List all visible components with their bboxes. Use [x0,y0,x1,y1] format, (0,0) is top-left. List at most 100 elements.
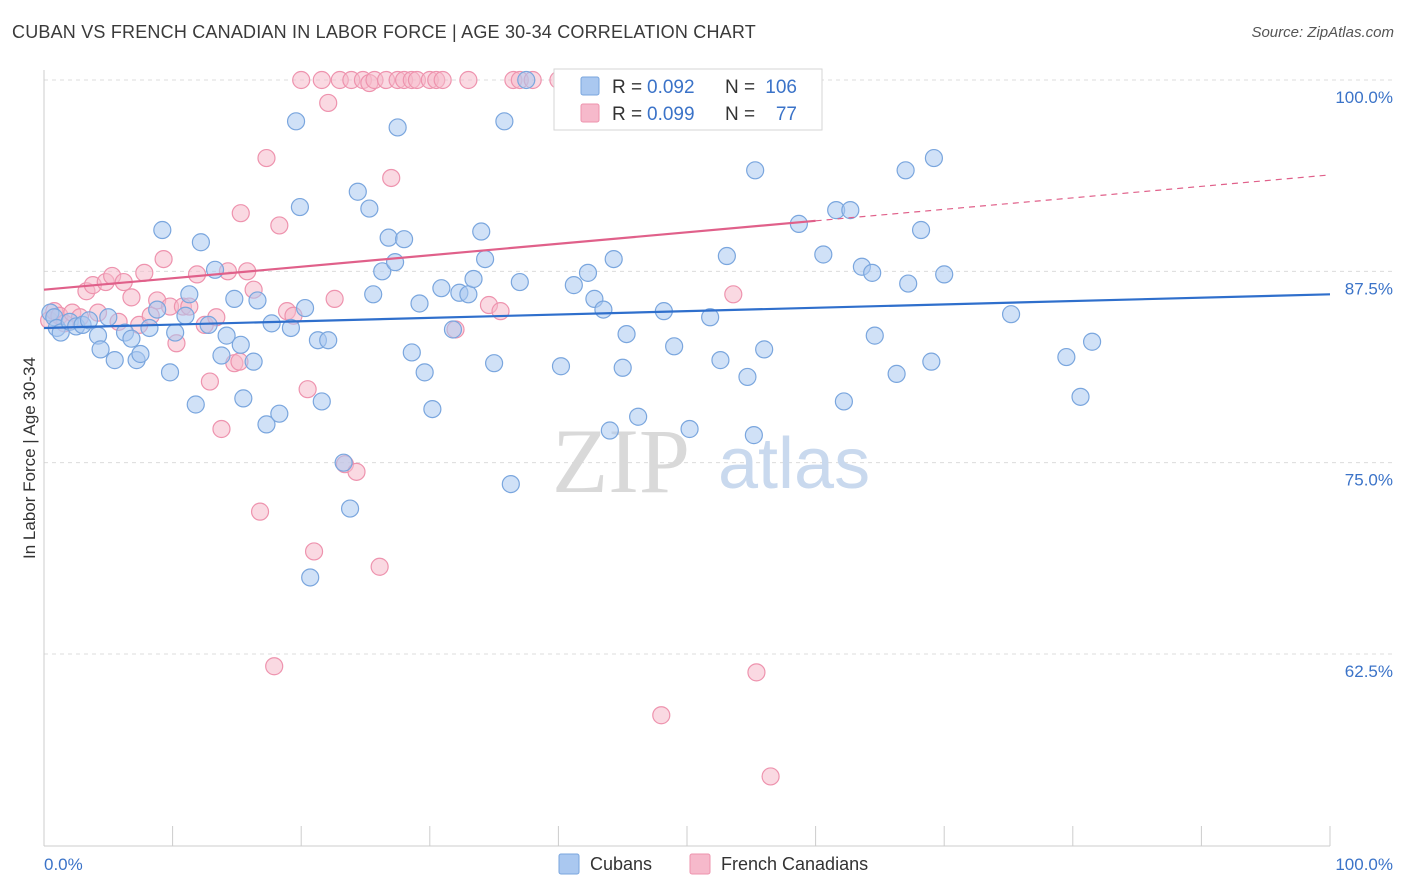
cubans-point-83 [738,367,757,387]
cubans-point-97 [922,352,941,371]
cubans-point-93 [865,326,884,345]
cubans-point-16 [148,300,167,319]
cubans-point-38 [295,298,315,318]
french-canadians-point-36 [270,216,289,235]
cubans-point-62 [485,354,504,373]
cubans-point-109 [234,389,253,408]
x-tick-label-min: 0.0% [44,855,83,874]
cubans-point-74 [613,358,632,377]
cubans-point-54 [415,363,434,382]
bottom-legend: Cubans French Canadians [558,853,868,875]
french-canadians-point-72 [652,706,671,725]
french-canadians-point-18 [154,249,173,269]
trend-lines [43,174,1331,330]
cubans-point-42 [319,331,338,350]
x-tick-label-max: 100.0% [1335,855,1393,874]
french-r-label: R = [612,104,642,125]
cubans-point-75 [617,324,636,344]
cubans-n-value: 106 [765,77,797,98]
stats-legend: R = 0.092 N = 106 R = 0.099 N = 77 [553,68,823,131]
french-canadians-point-61 [433,70,452,90]
cubans-point-45 [348,182,367,201]
cubans-point-19 [166,323,185,342]
cubans-trend-line [43,293,1331,330]
cubans-point-58 [459,285,478,304]
cubans-point-80 [701,308,720,327]
cubans-point-60 [472,222,491,241]
y-tick-label-3: 100.0% [1335,88,1393,107]
french-canadians-point-74 [747,663,766,682]
french-canadians-point-40 [298,380,317,399]
cubans-point-94 [887,364,906,383]
cubans-point-29 [231,335,250,354]
cubans-point-76 [629,407,648,426]
cubans-point-102 [1071,387,1090,406]
french-canadians-point-54 [382,168,401,188]
french-canadians-point-25 [200,372,219,391]
cubans-point-68 [564,276,583,295]
cubans-point-72 [600,421,619,440]
french-canadians-points [40,70,780,786]
cubans-point-108 [432,279,451,298]
cubans-point-28 [225,289,244,308]
french-n-value: 77 [776,104,797,125]
french-canadians-point-42 [312,70,331,90]
cubans-point-26 [212,346,231,365]
cubans-point-90 [841,201,860,220]
legend-french-label: French Canadians [721,854,868,874]
watermark-zip: ZIP [552,410,690,512]
y-axis-title: In Labor Force | Age 30-34 [20,357,39,559]
cubans-point-22 [186,395,205,414]
cubans-point-21 [180,285,199,304]
cubans-point-15 [140,318,159,338]
french-canadians-point-73 [724,285,743,304]
legend-cubans-swatch [558,853,580,875]
cubans-point-65 [510,272,529,292]
french-canadians-point-43 [319,93,338,113]
watermark-atlas: atlas [718,424,870,504]
cubans-point-31 [248,291,267,310]
cubans-point-61 [475,249,495,269]
cubans-point-10 [105,351,124,370]
cubans-point-71 [594,300,613,319]
french-canadians-trend-line [43,219,816,291]
cubans-point-89 [834,392,853,411]
french-n-label: N = [725,104,755,125]
cubans-point-47 [364,285,383,304]
cubans-point-81 [711,351,730,370]
french-canadians-point-63 [459,70,478,90]
cubans-point-73 [604,249,623,269]
cubans-point-36 [286,112,306,131]
cubans-point-104 [896,161,915,180]
cubans-point-69 [578,263,598,282]
cubans-point-99 [935,265,954,284]
cubans-point-66 [517,70,536,90]
cubans-point-101 [1057,347,1076,367]
french-canadians-point-41 [304,542,324,561]
legend-french-swatch [689,853,711,875]
french-canadians-trend-extension [815,174,1331,222]
axes [43,70,1331,847]
cubans-point-85 [755,340,774,359]
cubans-swatch [580,76,600,96]
cubans-point-34 [270,404,289,423]
y-tick-label-2: 87.5% [1345,279,1393,298]
source-label: Source: ZipAtlas.com [1251,24,1394,41]
cubans-point-46 [360,199,379,218]
french-canadians-point-39 [292,70,311,90]
french-canadians-point-48 [347,462,366,481]
french-swatch [580,103,600,123]
cubans-point-98 [924,148,944,168]
french-canadians-point-30 [231,204,250,223]
cubans-point-84 [744,426,763,445]
cubans-point-103 [1082,332,1102,351]
cubans-point-96 [911,220,931,240]
cubans-point-110 [91,340,110,359]
cubans-point-9 [99,308,118,327]
y-tick-label-0: 62.5% [1345,662,1393,681]
cubans-point-95 [899,274,918,293]
french-canadians-point-13 [122,288,141,307]
cubans-point-59 [464,269,483,289]
cubans-point-67 [551,357,571,376]
